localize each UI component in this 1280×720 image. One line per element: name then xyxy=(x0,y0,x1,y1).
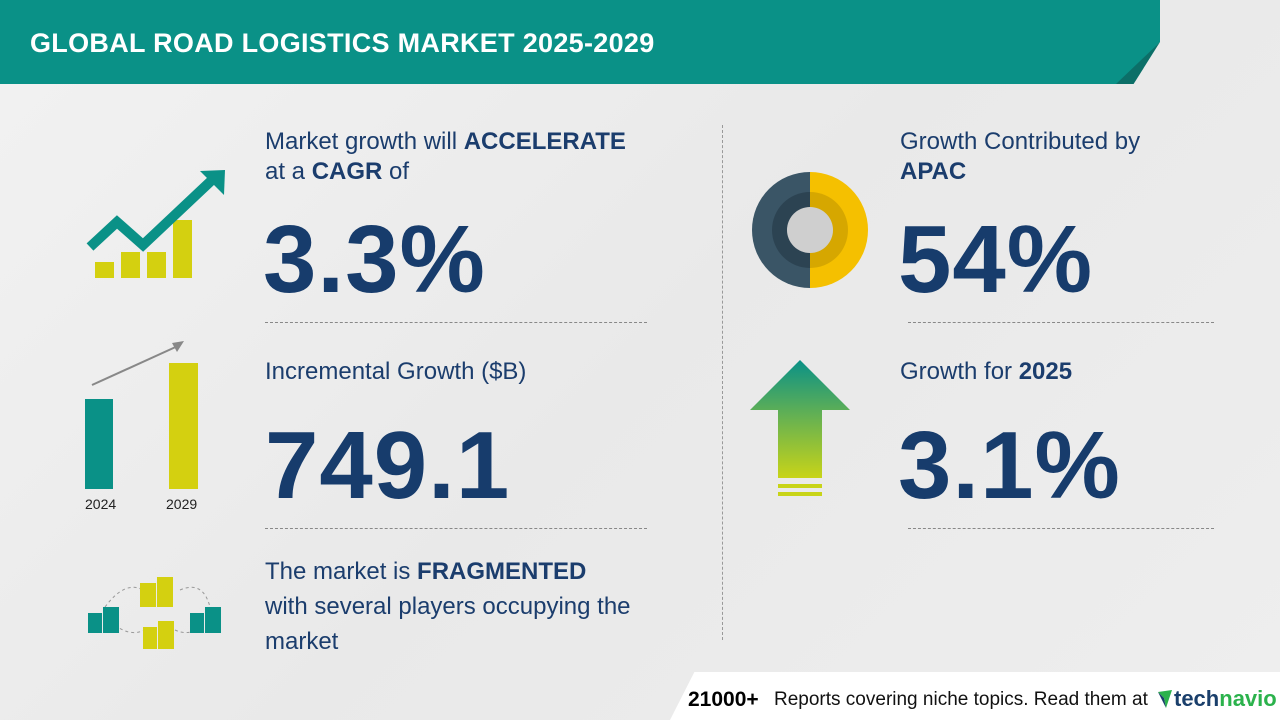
yoy-label: Growth for 2025 xyxy=(900,358,1073,385)
divider xyxy=(265,528,647,529)
technavio-logo[interactable]: tech navio xyxy=(1158,686,1277,712)
divider xyxy=(908,528,1214,529)
cagr-line2: at a CAGR of xyxy=(265,158,410,185)
bar-growth-icon xyxy=(85,341,198,489)
bar-2024 xyxy=(85,399,113,489)
fragmented-line1: The market is FRAGMENTED xyxy=(265,558,587,585)
yoy-value: 3.1% xyxy=(898,412,1121,519)
fragmented-line3: market xyxy=(265,628,339,655)
vertical-divider xyxy=(722,125,723,640)
footer-banner xyxy=(670,672,1280,720)
bar-label-2024: 2024 xyxy=(85,496,117,512)
cagr-value: 3.3% xyxy=(263,206,486,313)
page-title: GLOBAL ROAD LOGISTICS MARKET 2025-2029 xyxy=(30,28,655,58)
up-arrow-icon xyxy=(750,360,850,496)
region-name: APAC xyxy=(900,158,967,185)
footer-count: 21000+ xyxy=(688,688,759,711)
incremental-value: 749.1 xyxy=(265,412,511,519)
divider xyxy=(265,322,647,323)
bar-2029 xyxy=(169,363,198,489)
bar-label-2029: 2029 xyxy=(166,496,198,512)
incremental-label: Incremental Growth ($B) xyxy=(265,358,527,385)
buildings-network-icon xyxy=(88,577,221,649)
footer-text: Reports covering niche topics. Read them… xyxy=(774,689,1148,710)
divider xyxy=(908,322,1214,323)
header-banner xyxy=(0,0,1160,84)
donut-icon xyxy=(752,172,868,288)
growth-chart-icon xyxy=(86,170,225,278)
region-value: 54% xyxy=(898,206,1094,313)
cagr-line1: Market growth will ACCELERATE xyxy=(265,128,626,155)
technavio-logo-icon xyxy=(1158,690,1172,708)
region-label: Growth Contributed by xyxy=(900,128,1141,155)
fragmented-line2: with several players occupying the xyxy=(265,593,631,620)
